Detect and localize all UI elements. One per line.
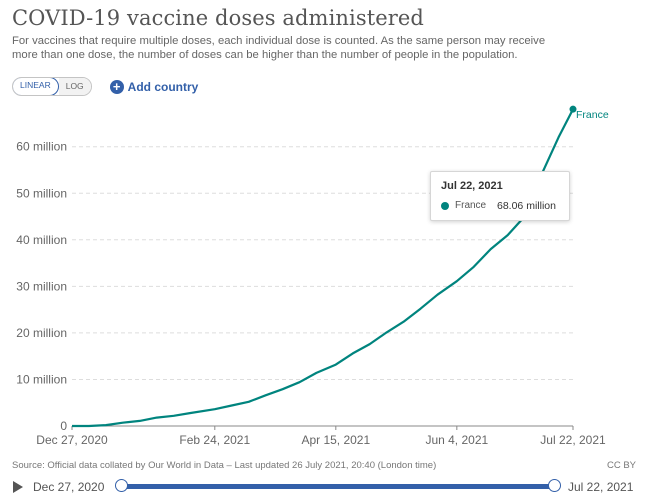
source-note: Source: Official data collated by Our Wo… [12,460,437,471]
add-country-label: Add country [127,79,199,94]
y-tick-label: 50 million [16,186,67,200]
tooltip-series-swatch [441,202,449,210]
linear-scale-button[interactable]: LINEAR [12,78,59,95]
play-icon[interactable] [13,481,23,493]
grid-lines [72,146,573,427]
series-line-france[interactable] [72,108,574,428]
chart-title: COVID-19 vaccine doses administered [12,6,424,30]
series-endpoint[interactable] [569,105,577,113]
tooltip-value: 68.06 million [497,200,556,212]
chart-controls: LINEAR LOG + Add country [12,77,198,96]
scale-toggle: LINEAR LOG [12,77,92,96]
y-tick-label: 0 [60,419,67,433]
tooltip-series-name: France [455,200,487,211]
tooltip-date: Jul 22, 2021 [441,180,503,192]
hover-tooltip: Jul 22, 2021 France 68.06 million [430,171,570,221]
license-link[interactable]: CC BY [606,460,636,471]
line-chart[interactable]: 0 10 million 20 million 30 million 40 millio… [0,0,650,460]
x-tick-label: Dec 27, 2020 [36,433,108,447]
y-tick-labels: 0 10 million 20 million 30 million 40 millio… [16,140,67,433]
y-tick-label: 20 million [16,326,67,340]
log-scale-button[interactable]: LOG [58,78,91,95]
x-tick-label: Jun 4, 2021 [425,433,488,447]
x-tick-labels: Dec 27, 2020 Feb 24, 2021 Apr 15, 2021 Jun … [36,426,606,447]
plus-icon: + [109,79,124,94]
x-tick-label: Feb 24, 2021 [179,433,250,447]
y-tick-label: 10 million [16,372,67,386]
timeline-start-handle[interactable] [115,479,128,492]
timeline-slider: Dec 27, 2020 Jul 22, 2021 [0,476,650,498]
y-tick-label: 40 million [16,233,67,247]
timeline-track[interactable] [121,484,555,489]
timeline-end-label: Jul 22, 2021 [568,480,634,494]
add-country-button[interactable]: + Add country [109,79,199,94]
x-tick-label: Apr 15, 2021 [301,433,370,447]
x-tick-label: Jul 22, 2021 [540,433,606,447]
chart-subtitle: For vaccines that require multiple doses… [12,35,546,61]
y-tick-label: 60 million [16,140,67,154]
timeline-end-handle[interactable] [548,479,561,492]
y-tick-label: 30 million [16,279,67,293]
series-layer: France [72,105,609,428]
series-end-label: France [576,109,609,121]
timeline-start-label: Dec 27, 2020 [33,480,105,494]
